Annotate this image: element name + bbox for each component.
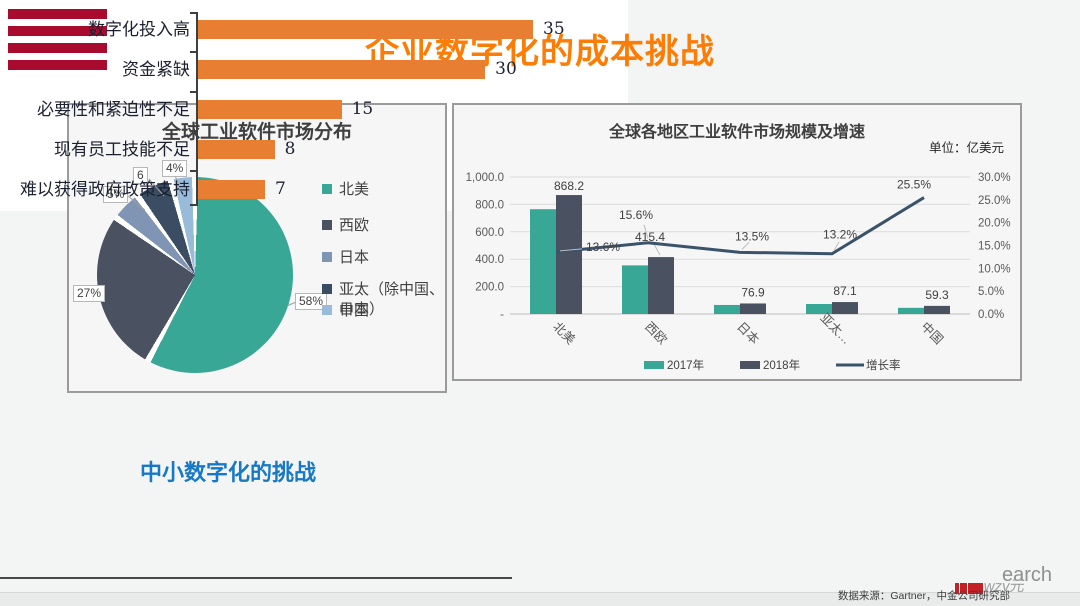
- svg-text:亚太…: 亚太…: [817, 310, 854, 347]
- svg-text:600.0: 600.0: [475, 227, 504, 239]
- logo-stripe: [8, 9, 107, 19]
- legend-swatch: [322, 184, 332, 194]
- svg-text:西欧: 西欧: [642, 320, 670, 348]
- hbar-category-label: 资金紧缺: [122, 60, 190, 80]
- hbar-category-label: 数字化投入高: [88, 20, 190, 40]
- combo-chart-title: 全球各地区工业软件市场规模及增速: [608, 124, 865, 141]
- watermark-red-badge: [955, 583, 983, 594]
- legend-label: 日本: [339, 249, 370, 266]
- legend-label: 西欧: [339, 217, 370, 234]
- hbar-axis-tick: [190, 51, 198, 53]
- hbar-bar: [198, 140, 275, 159]
- svg-text:13.6%: 13.6%: [586, 240, 620, 254]
- svg-text:76.9: 76.9: [741, 285, 765, 299]
- svg-text:30.0%: 30.0%: [978, 172, 1011, 184]
- hbar-bar: [198, 60, 486, 79]
- pie-value-label: 4%: [162, 160, 188, 177]
- pie-legend-item: 亚太（除中国、日本）: [322, 280, 451, 320]
- slide-subtitle: 中小数字化的挑战: [140, 460, 317, 485]
- pie-legend-item: 日本: [322, 248, 451, 268]
- svg-text:200.0: 200.0: [475, 282, 504, 294]
- hbar-axis-tick: [190, 204, 198, 206]
- hbar-axis-tick: [190, 130, 198, 132]
- svg-text:中国: 中国: [918, 319, 946, 347]
- legend-label: 北美: [339, 181, 370, 198]
- divider-line: [0, 577, 512, 579]
- legend-swatch: [322, 305, 332, 315]
- pie-value-label: 6: [133, 167, 148, 184]
- hbar-category-label: 难以获得政府政策支持: [20, 180, 190, 200]
- pie-legend-item: 西欧: [322, 216, 451, 236]
- svg-text:15.0%: 15.0%: [978, 241, 1011, 253]
- logo-stripe: [8, 43, 107, 53]
- svg-text:北美: 北美: [550, 320, 578, 348]
- logo-stripes: [8, 9, 107, 77]
- pie-chart-title: 全球工业软件市场分布: [161, 122, 352, 143]
- hbar-bar: [198, 20, 533, 39]
- hbar-value-label: 35: [543, 19, 565, 39]
- hbar-value-label: 8: [284, 139, 296, 159]
- hbar-value-label: 7: [275, 179, 286, 199]
- svg-text:2018年: 2018年: [763, 358, 800, 372]
- svg-text:15.6%: 15.6%: [619, 208, 653, 222]
- svg-text:13.2%: 13.2%: [823, 228, 857, 242]
- pie-value-label: 27%: [73, 285, 106, 302]
- pie-value-label: 58%: [295, 293, 328, 310]
- hbar-axis-tick: [190, 170, 198, 172]
- legend-swatch: [322, 252, 332, 262]
- pie-chart: [97, 177, 293, 373]
- svg-text:25.5%: 25.5%: [897, 178, 931, 192]
- hbar-bar: [198, 100, 342, 119]
- svg-text:25.0%: 25.0%: [978, 195, 1011, 207]
- svg-text:1,000.0: 1,000.0: [466, 172, 504, 184]
- hbar-axis: [196, 12, 198, 206]
- combo-chart-panel: 全球各地区工业软件市场规模及增速 单位：亿美元 1,000.0 800.0 600.…: [452, 103, 1022, 381]
- svg-text:0.0%: 0.0%: [978, 309, 1004, 321]
- legend-swatch: [322, 284, 332, 294]
- footer-strip: [0, 592, 1080, 606]
- svg-text:10.0%: 10.0%: [978, 263, 1011, 275]
- hbar-bar: [198, 180, 265, 199]
- unit-label: 单位：亿美元: [928, 141, 1004, 155]
- svg-text:59.3: 59.3: [925, 288, 949, 302]
- svg-text:400.0: 400.0: [475, 254, 504, 266]
- svg-text:800.0: 800.0: [475, 199, 504, 211]
- svg-text:2017年: 2017年: [667, 358, 704, 372]
- hbar-value-label: 30: [495, 59, 517, 79]
- hbar-category-label: 现有员工技能不足: [54, 140, 190, 160]
- svg-text:20.0%: 20.0%: [978, 218, 1011, 230]
- legend-label: 中国: [339, 302, 370, 319]
- hbar-axis-tick: [190, 91, 198, 93]
- logo-stripe: [8, 26, 107, 36]
- hbar-category-label: 必要性和紧迫性不足: [37, 100, 190, 120]
- legend-label: 亚太（除中国、日本）: [339, 281, 445, 318]
- watermark-text: earch: [1002, 564, 1053, 586]
- hbar-axis-tick: [190, 12, 198, 14]
- svg-text:87.1: 87.1: [833, 284, 857, 298]
- svg-text:13.5%: 13.5%: [735, 229, 769, 243]
- hbar-value-label: 15: [351, 99, 374, 119]
- svg-text:日本: 日本: [734, 320, 762, 348]
- logo-stripe: [8, 60, 107, 70]
- data-source: 数据来源：Gartner，中金公司研究部: [837, 590, 1010, 602]
- legend-swatch: [322, 220, 332, 230]
- svg-text:868.2: 868.2: [554, 179, 584, 193]
- svg-text:-: -: [500, 309, 504, 321]
- svg-text:5.0%: 5.0%: [978, 286, 1004, 298]
- pie-legend-item: 中国: [322, 301, 451, 321]
- combo-chart: 1,000.0 800.0 600.0 400.0 200.0 - 30.0% 25.0% 20…: [466, 172, 1011, 372]
- pie-legend-item: 北美: [322, 180, 451, 200]
- svg-text:415.4: 415.4: [635, 230, 665, 244]
- pie-value-label: 5%: [103, 186, 129, 203]
- svg-text:增长率: 增长率: [866, 358, 901, 372]
